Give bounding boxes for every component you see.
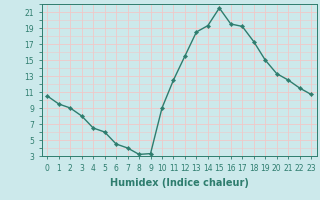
X-axis label: Humidex (Indice chaleur): Humidex (Indice chaleur) bbox=[110, 178, 249, 188]
